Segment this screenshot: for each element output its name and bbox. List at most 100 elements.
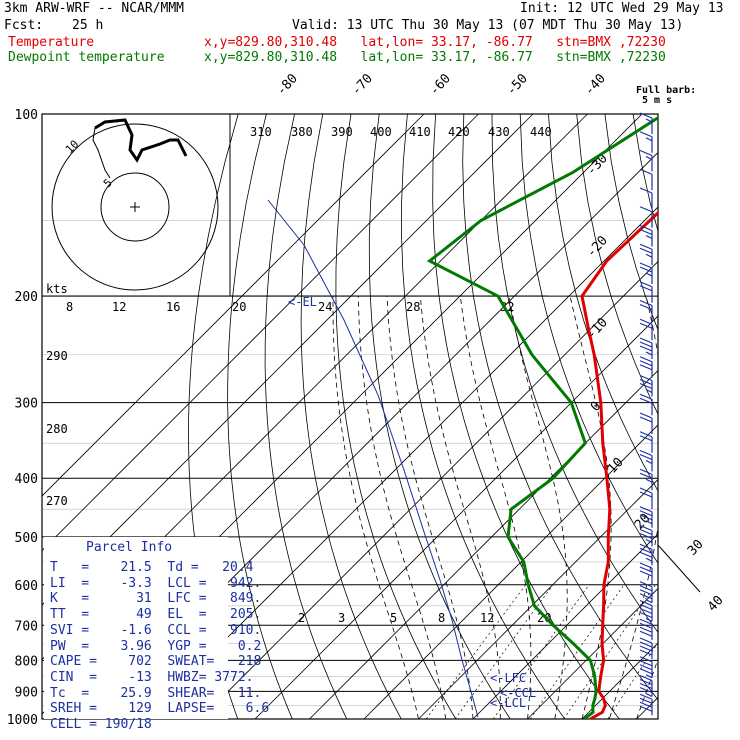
wind-barb-flag	[639, 356, 653, 363]
fcst-label: Fcst:	[4, 18, 44, 33]
wind-barb-flag	[639, 622, 653, 629]
isotherm-line	[42, 114, 425, 497]
wind-barb-flag	[639, 585, 653, 592]
plot-frame	[41, 113, 659, 720]
isotherm-line	[42, 114, 479, 552]
moist-adiabat-line	[459, 296, 532, 719]
wind-barb-half	[645, 155, 653, 161]
isotherm-tick-label: 10	[605, 455, 627, 477]
mixing-ratio-label: 12	[480, 611, 494, 625]
wind-barb-half	[645, 272, 653, 277]
wind-barb-flag	[639, 645, 653, 652]
dry-adiabat-line	[227, 114, 293, 719]
wind-barb-flag	[639, 547, 653, 554]
wind-barb-flag	[639, 378, 653, 386]
wind-barb-flag	[639, 581, 653, 588]
isotherm-line	[527, 587, 658, 719]
wind-barb-flag	[639, 416, 653, 423]
dry-adiabat-line	[462, 114, 658, 701]
pressure-tick-label: 500	[15, 531, 38, 546]
mixing-ratio-line	[607, 642, 658, 719]
moist-adiabat-line	[664, 296, 740, 719]
wind-barb-half	[645, 234, 653, 240]
barb-legend-line1: Full barb:	[636, 85, 697, 96]
wind-barb-flag	[639, 382, 653, 390]
isotherm-line	[200, 260, 658, 719]
wind-barb-flag	[639, 514, 653, 521]
moist-adiabat-line	[420, 296, 501, 719]
wind-barb-flag	[639, 318, 653, 325]
wind-barb-flag	[639, 431, 653, 438]
isotherm-line	[472, 533, 658, 719]
hodograph-trace-low	[92, 127, 111, 179]
wind-barb-flag	[639, 532, 653, 540]
pressure-tick-label: 100	[15, 108, 38, 123]
wind-barb-half	[645, 478, 653, 483]
lcl-annotation: <-LCL	[490, 696, 526, 710]
theta-tick-label: 420	[448, 125, 470, 139]
wind-barb-flag	[639, 393, 653, 400]
theta-side-label: 270	[46, 494, 68, 508]
isotherm-tick-label: 40	[705, 593, 727, 615]
isotherm-tick-label: 30	[685, 537, 707, 559]
parcel-info-row: SREH = 129 LAPSE= 6.6	[50, 701, 270, 717]
wind-barb-flag	[639, 149, 653, 157]
wind-barb-flag	[639, 491, 653, 498]
wind-barb-flag	[639, 206, 653, 213]
theta-side-label: 290	[46, 349, 68, 363]
wind-barb-flag	[639, 656, 653, 663]
parcel-info-row: K = 31 LFC = 849.	[50, 591, 262, 607]
wind-barb-flag	[639, 303, 653, 311]
wind-barb-flag	[639, 374, 653, 382]
isotherm-tick-label: -40	[582, 71, 609, 98]
wind-axis-label: 28	[406, 300, 420, 314]
wind-barb-flag	[639, 345, 653, 352]
wind-barb-flag	[639, 262, 653, 269]
parcel-info-row: CAPE = 702 SWEAT= 218	[50, 654, 262, 670]
theta-tick-label: 440	[530, 125, 552, 139]
wind-barb-flag	[639, 131, 653, 138]
mixing-ratio-label: 8	[438, 611, 445, 625]
barb-legend-line2: 5 m s	[642, 95, 673, 106]
dry-adiabat-line	[519, 114, 658, 564]
pressure-tick-label: 200	[15, 290, 38, 305]
wind-barb-flag	[639, 360, 653, 367]
wind-barb-flag	[639, 412, 653, 419]
wind-barb-flag	[639, 599, 653, 607]
isotherm-tick-label: -60	[427, 71, 454, 98]
wind-barb-flag	[639, 668, 653, 675]
theta-tick-label: 380	[291, 125, 313, 139]
wind-barb-flag	[639, 472, 653, 479]
isotherm-line	[691, 114, 740, 719]
dry-adiabat-line	[604, 114, 658, 331]
legend-dewpoint: Dewpoint temperature	[8, 50, 165, 65]
moist-adiabat-line	[636, 658, 658, 719]
wind-barb-flag	[639, 705, 653, 712]
wind-barb-flag	[639, 435, 653, 442]
wind-barb-flag	[639, 487, 653, 494]
wind-barb-flag	[639, 524, 653, 532]
wind-axis-label: 8	[66, 300, 73, 314]
parcel-info-background	[44, 537, 228, 719]
wind-barb-flag	[639, 187, 653, 194]
wind-barb-flag	[639, 664, 653, 671]
pressure-tick-label: 900	[15, 685, 38, 700]
dry-adiabat-line	[264, 114, 348, 719]
pressure-tick-label: 1000	[7, 713, 38, 728]
wind-barb-flag	[639, 626, 653, 633]
dry-adiabat-line	[432, 114, 620, 719]
wind-barb-flag	[639, 247, 653, 254]
dry-adiabat-line	[661, 114, 740, 719]
wind-barb-flag	[639, 570, 653, 577]
dry-adiabat-line	[718, 114, 740, 719]
model-title: 3km ARW-WRF -- NCAR/MMM	[4, 1, 185, 16]
pressure-tick-label: 400	[15, 472, 38, 487]
theta-tick-label: 390	[331, 125, 353, 139]
dry-adiabat-line	[335, 114, 457, 719]
wind-barb-flag	[639, 112, 653, 119]
dry-adiabat-line	[300, 114, 402, 719]
legend-temperature: Temperature	[8, 35, 95, 50]
frame-diagonal-edge	[657, 544, 701, 593]
parcel-info-row: CELL = 190/18	[50, 717, 152, 732]
